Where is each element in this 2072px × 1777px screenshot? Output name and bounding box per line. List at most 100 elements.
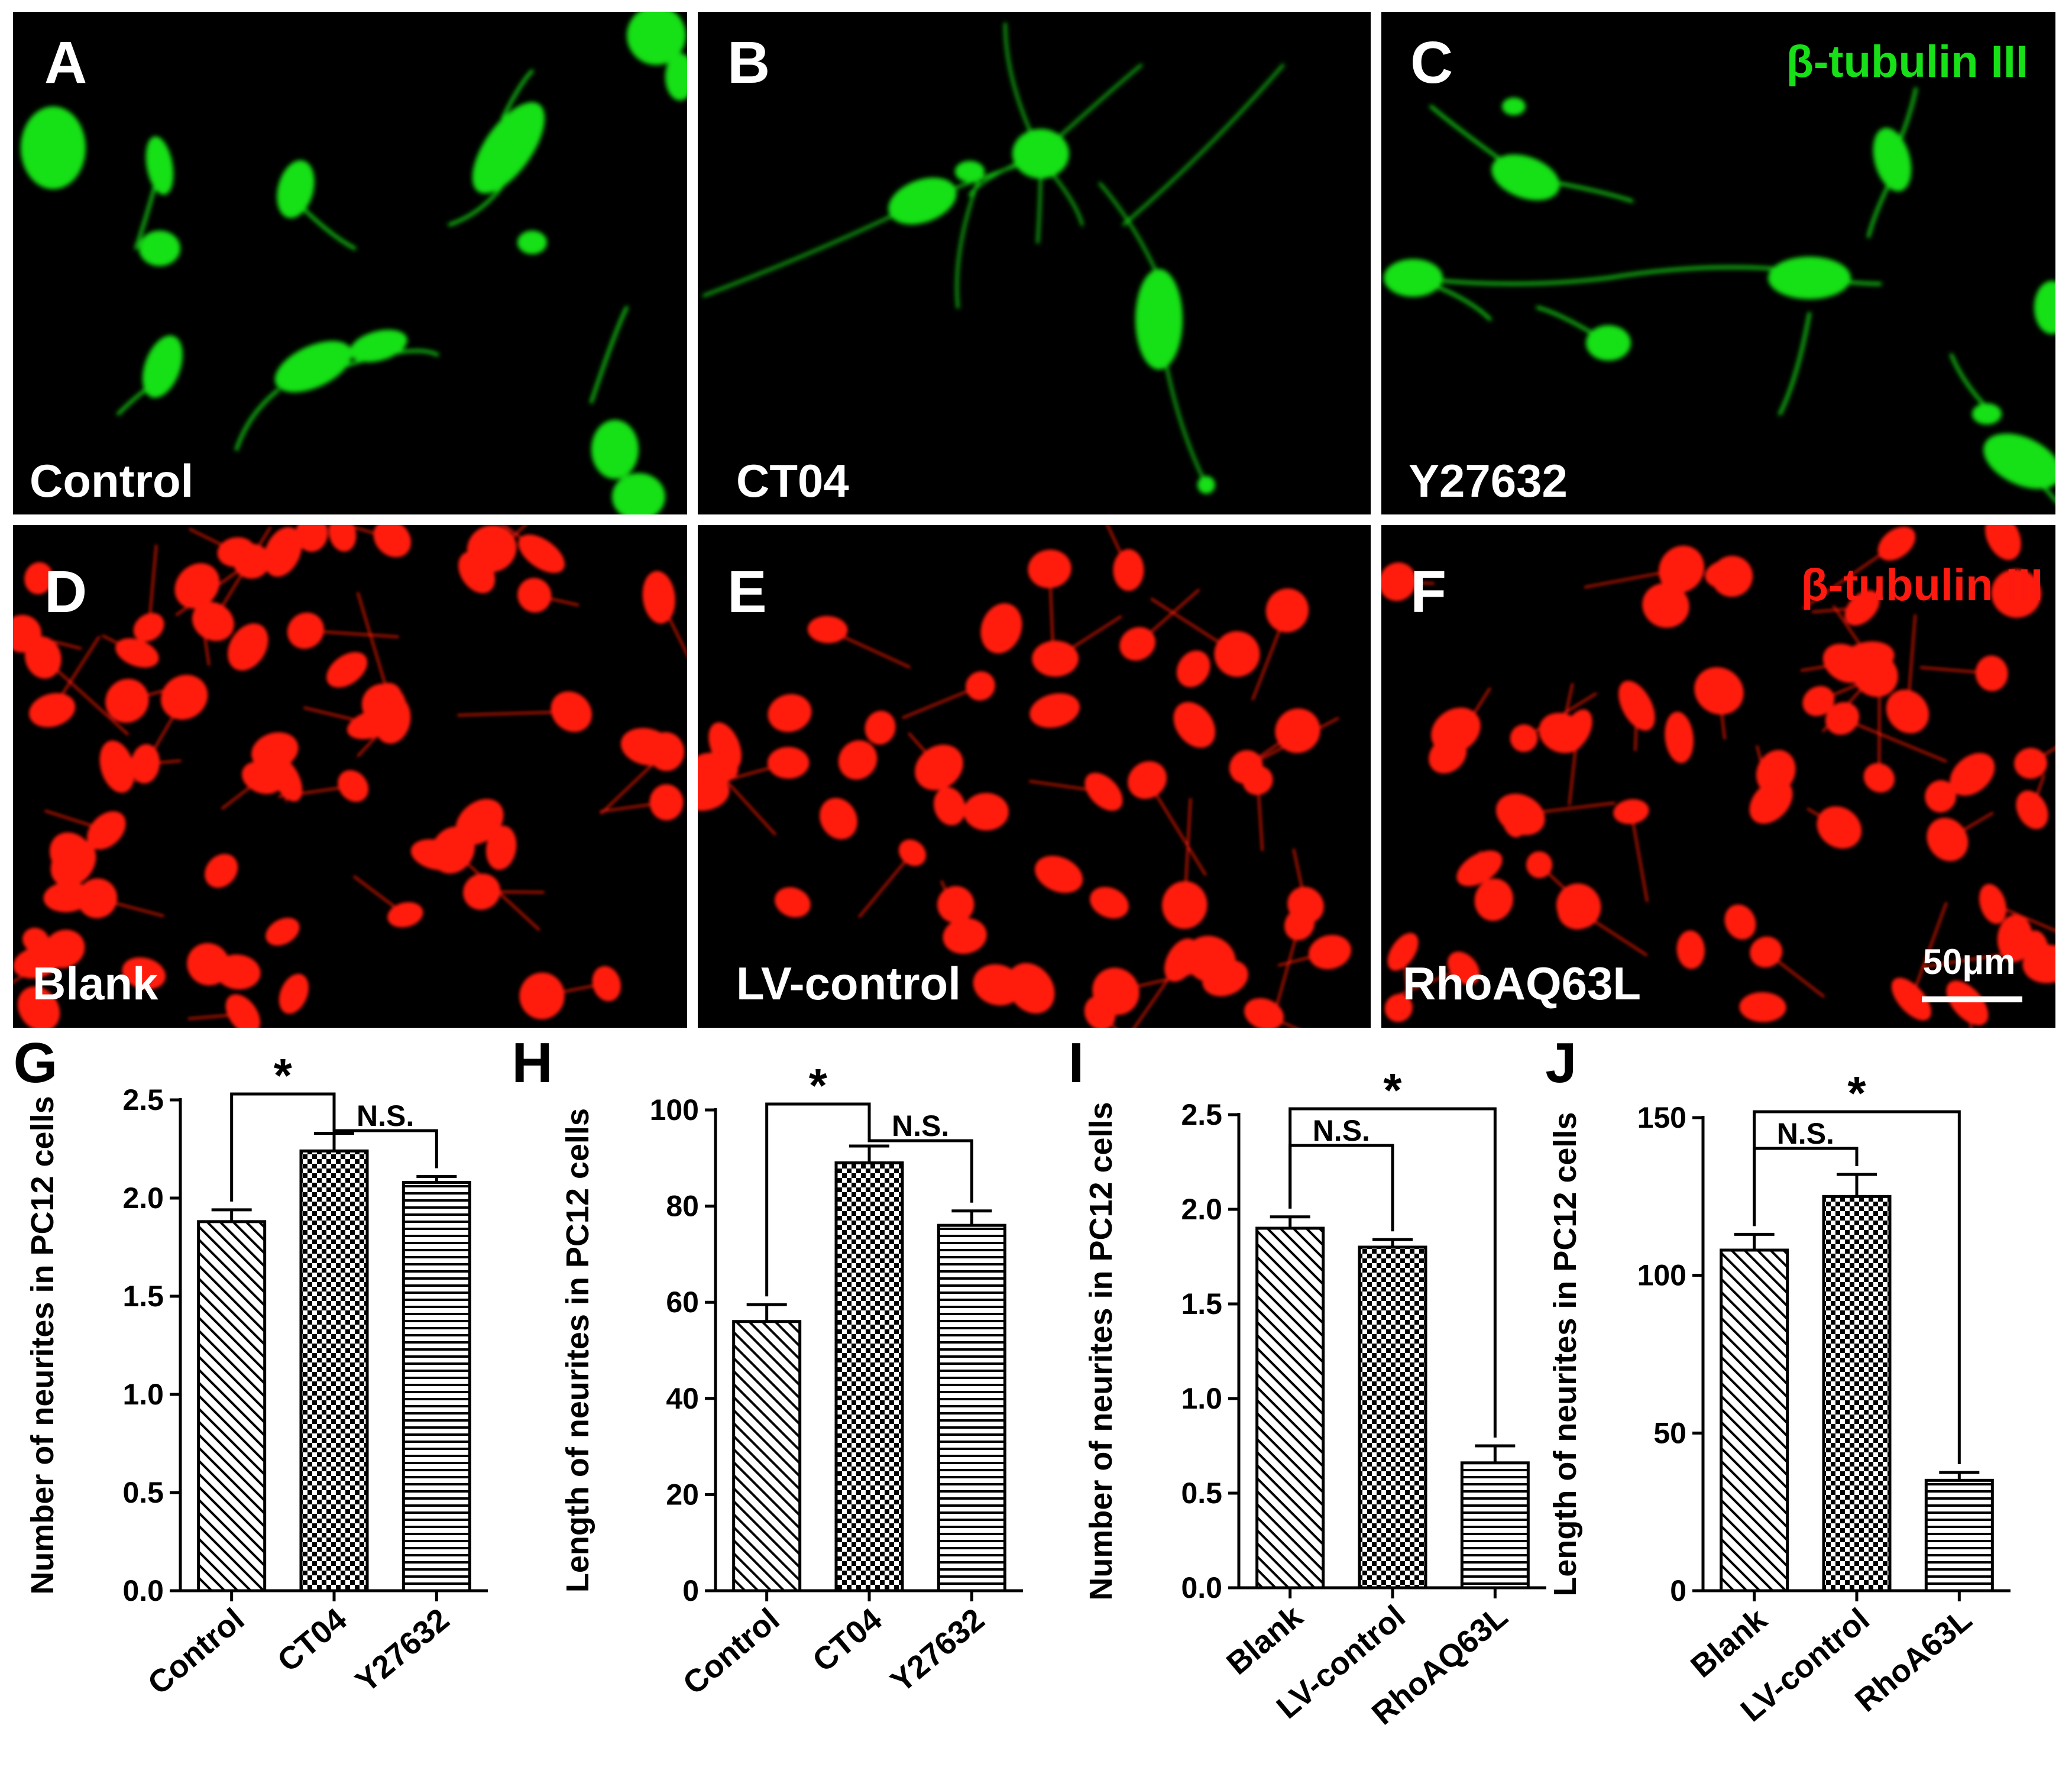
cell-body [1946,980,1989,1025]
cell-body [1510,724,1538,752]
ns-label: N.S. [1313,1114,1370,1147]
cell-body [1822,643,1869,683]
panel-letter: J [1545,1031,1576,1095]
chart-i-neurite-number: I Number of neurites in PC12 cells 0.0 0.5 1… [1069,1031,1546,1732]
ns-label: N.S. [357,1099,414,1132]
cell-body [1997,914,2033,962]
panel-condition-label: LV-control [736,957,961,1009]
neurite-process [235,389,280,451]
cell-body [1090,886,1129,919]
cell-body [1556,883,1601,929]
cell-body [1242,766,1273,795]
cell-body [338,770,369,802]
cell-body [838,740,878,780]
x-tick-label: CT04 [271,1601,354,1679]
cell-body [865,711,896,745]
x-tick-label: Control [141,1601,251,1701]
cell-body [1308,934,1352,970]
cell-body [627,12,686,65]
bar-rhoa63l [1924,1478,1994,1592]
neurite-process [1630,811,1649,902]
cell-body [192,601,234,642]
cell-body [1950,753,1995,796]
cell-body [1863,763,1895,793]
scale-bar [1922,996,2022,1002]
cell-body [1877,526,1916,561]
panel-letter: F [1410,559,1446,625]
cell-body [228,623,268,671]
cell-body [225,994,261,1028]
cell-body [820,798,857,840]
cell-body [807,616,848,643]
cell-body [665,53,687,101]
cell-body [1539,713,1585,753]
cell-body [934,787,966,826]
cell-body [1173,702,1216,748]
cell-body [649,784,684,821]
cell-body [387,902,423,928]
significance-star: * [809,1059,828,1112]
cell-body [133,613,164,642]
cell-body [373,525,412,558]
cell-body [915,745,963,791]
cell-body [24,562,53,595]
bar-control [197,1220,267,1592]
stain-label: β-tubulin III [1801,560,2043,610]
ns-label: N.S. [1777,1117,1834,1150]
y-tick-label: 0.5 [1181,1477,1222,1510]
y-tick-label: 2.0 [1181,1193,1222,1226]
y-tick-label: 80 [666,1190,699,1223]
neurite-process [1910,902,1947,1001]
y-tick-label: 0 [682,1574,699,1607]
bar-y27632 [402,1180,471,1592]
y-axis-label: Number of neurites in PC12 cells [1083,1102,1119,1600]
y-tick-label: 0.0 [1181,1571,1222,1604]
cell-body [1495,794,1545,836]
cell-body [1275,708,1320,753]
neurite-process [1778,312,1811,416]
cell-body [271,757,303,802]
panel-b-ct04-micrograph: B CT04 [698,12,1371,514]
panel-letter: C [1410,30,1453,96]
cell-body [980,603,1022,653]
cell-body [1873,128,1912,192]
neurite-process [501,69,534,120]
neurite-process [1992,903,2055,932]
neurite-process [1841,717,1947,762]
cell-body [1825,702,1860,735]
cell-body [1035,856,1083,894]
cell-body [1384,993,1413,1022]
cell-body [1029,693,1080,728]
bar-lv-control [1822,1195,1892,1592]
cell-body [1214,631,1260,677]
cell-body [518,534,565,574]
x-tick-label: Y27632 [349,1601,456,1700]
scale-bar-label: 50μm [1923,942,2016,982]
panel-letter: G [14,1031,58,1095]
cell-body [1184,936,1236,983]
cell-body [1676,930,1705,969]
panel-letter: I [1069,1031,1084,1095]
panel-a-control-micrograph: A Control [13,12,687,514]
cell-body [87,811,126,850]
cell-body [1927,817,1969,862]
neurite-process [357,592,390,697]
cell-body [1502,98,1526,115]
cell-body [1658,545,1705,593]
panel-condition-label: Y27632 [1409,455,1568,507]
cell-body [1491,154,1560,200]
y-tick-label: 0 [1670,1574,1686,1607]
cell-body [888,177,957,225]
cell-body [1028,549,1071,588]
cell-body [1586,325,1631,361]
panel-condition-label: RhoAQ63L [1403,957,1641,1009]
cell-body [279,973,309,1014]
cell-body [1991,569,2042,618]
ns-label: N.S. [892,1109,949,1142]
ns-bracket [332,1125,438,1169]
cell-body [1431,707,1481,753]
cell-body [1113,549,1144,591]
cell-body [1891,977,1931,1021]
cell-body [551,691,592,732]
